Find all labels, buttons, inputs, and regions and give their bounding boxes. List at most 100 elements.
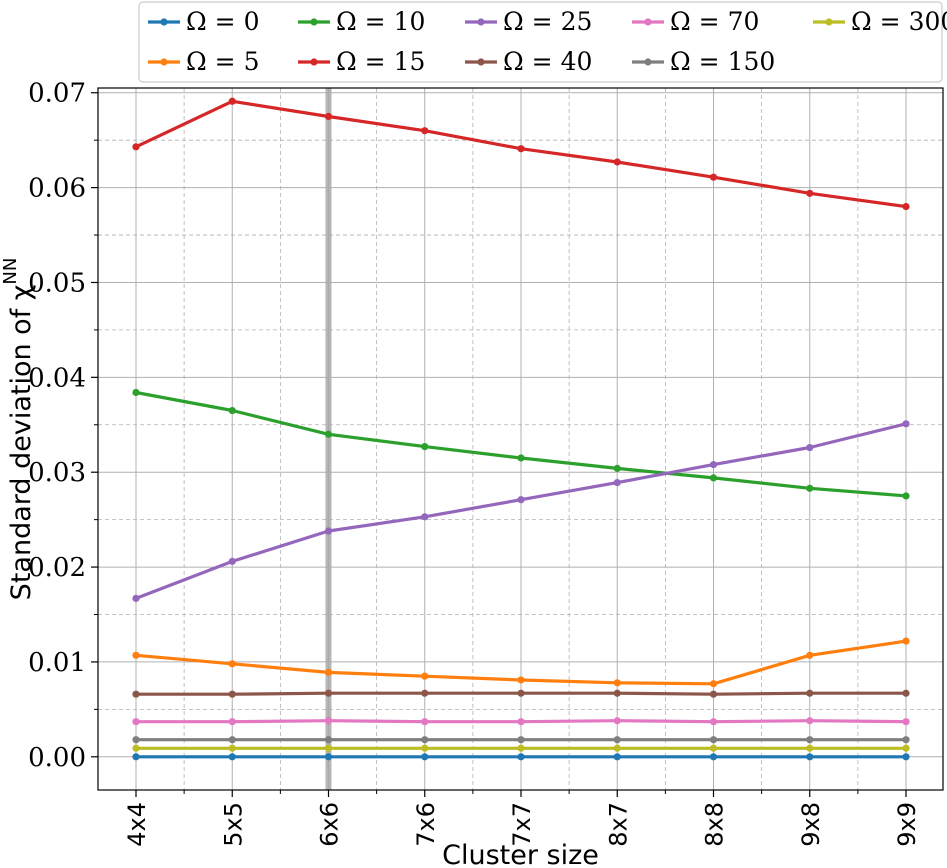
x-tick-label: 5x5 bbox=[219, 802, 247, 847]
data-point bbox=[324, 753, 333, 761]
legend-label: Ω = 25 bbox=[503, 7, 592, 36]
data-point bbox=[902, 492, 910, 500]
data-point bbox=[132, 388, 140, 397]
legend-frame bbox=[138, 1, 943, 83]
series-5 bbox=[132, 689, 910, 698]
x-tick-label: 8x7 bbox=[604, 802, 632, 847]
data-point bbox=[613, 464, 621, 473]
legend-label: Ω = 0 bbox=[186, 7, 259, 36]
legend-label: Ω = 70 bbox=[670, 7, 759, 36]
data-point bbox=[902, 689, 910, 697]
legend-marker bbox=[310, 58, 318, 66]
legend-item: Ω = 70 bbox=[632, 7, 759, 36]
data-point bbox=[613, 736, 621, 744]
data-point bbox=[709, 461, 718, 469]
data-point bbox=[228, 557, 236, 565]
data-point bbox=[421, 753, 429, 761]
y-tick-label: 0.07 bbox=[28, 79, 86, 109]
data-point bbox=[613, 744, 621, 752]
legend-marker bbox=[825, 18, 833, 26]
data-point bbox=[132, 753, 140, 761]
legend-label: Ω = 15 bbox=[336, 47, 425, 76]
data-point bbox=[806, 484, 814, 492]
data-point bbox=[517, 496, 525, 504]
data-point bbox=[324, 112, 333, 121]
y-axis-label: Standard deviation of χNN bbox=[0, 258, 37, 601]
x-tick-label: 9x9 bbox=[893, 802, 921, 847]
data-point bbox=[902, 202, 910, 211]
data-point bbox=[517, 718, 525, 726]
data-point bbox=[806, 689, 814, 697]
legend-marker bbox=[160, 58, 168, 66]
data-point bbox=[613, 479, 621, 487]
legend-item: Ω = 15 bbox=[298, 47, 425, 76]
legend-item: Ω = 25 bbox=[465, 7, 592, 36]
y-tick-label: 0.06 bbox=[28, 174, 86, 204]
legend-marker bbox=[477, 18, 485, 26]
legend-marker bbox=[644, 18, 652, 26]
data-point bbox=[421, 744, 429, 752]
y-tick-label: 0.02 bbox=[28, 553, 86, 583]
legend-marker bbox=[160, 18, 168, 26]
data-point bbox=[613, 158, 621, 166]
x-axis-label: Cluster size bbox=[442, 840, 599, 868]
y-tick-label: 0.01 bbox=[28, 648, 86, 678]
data-point bbox=[902, 744, 910, 752]
data-point bbox=[324, 668, 333, 676]
data-point bbox=[902, 637, 910, 645]
data-point bbox=[806, 443, 814, 452]
data-point bbox=[132, 690, 140, 698]
data-point bbox=[806, 189, 814, 197]
data-point bbox=[806, 651, 814, 659]
x-tick-label: 4x4 bbox=[123, 802, 151, 847]
data-point bbox=[228, 660, 236, 668]
legend-label: Ω = 150 bbox=[670, 47, 775, 76]
series-0 bbox=[132, 753, 910, 761]
legend-label: Ω = 10 bbox=[336, 7, 425, 36]
x-tick-label: 7x7 bbox=[508, 802, 536, 847]
data-point bbox=[902, 753, 910, 761]
legend-label: Ω = 40 bbox=[503, 47, 592, 76]
data-point bbox=[902, 736, 910, 744]
data-point bbox=[421, 672, 429, 680]
y-tick-label: 0.04 bbox=[28, 363, 86, 393]
x-tick-label: 6x6 bbox=[316, 802, 344, 847]
y-tick-label: 0.03 bbox=[28, 458, 86, 488]
data-point bbox=[613, 753, 621, 761]
legend: Ω = 0 Ω = 5 Ω = 10 Ω = 15 Ω = 25 Ω = 40 Ω = 70… bbox=[138, 1, 947, 83]
series-6 bbox=[132, 717, 910, 726]
legend-item: Ω = 5 bbox=[148, 47, 259, 76]
data-point bbox=[228, 736, 236, 744]
data-point bbox=[709, 744, 718, 752]
legend-marker bbox=[477, 58, 485, 66]
data-point bbox=[324, 717, 333, 725]
x-tick-label: 8x8 bbox=[701, 802, 729, 847]
data-point bbox=[132, 651, 140, 659]
data-point bbox=[132, 143, 140, 151]
data-point bbox=[324, 736, 333, 744]
data-point bbox=[132, 594, 140, 602]
data-point bbox=[421, 127, 429, 135]
data-point bbox=[517, 744, 525, 752]
data-point bbox=[421, 442, 429, 451]
data-point bbox=[324, 689, 333, 697]
x-tick-label: 7x6 bbox=[412, 802, 440, 847]
y-axis-ticks: 0.00 0.01 0.02 0.03 0.04 0.05 0.06 0.07 bbox=[28, 79, 98, 773]
series-7 bbox=[132, 736, 910, 744]
legend-item: Ω = 0 bbox=[148, 7, 259, 36]
data-point bbox=[324, 430, 333, 438]
series-2 bbox=[132, 388, 910, 500]
series-8 bbox=[132, 744, 910, 752]
data-point bbox=[421, 513, 429, 521]
data-point bbox=[228, 406, 236, 415]
data-point bbox=[902, 718, 910, 726]
data-point bbox=[709, 690, 718, 698]
y-axis-label-text: Standard deviation of χ bbox=[6, 285, 37, 601]
x-tick-label: 9x8 bbox=[797, 802, 825, 847]
data-point bbox=[421, 689, 429, 697]
data-point bbox=[902, 420, 910, 428]
data-point bbox=[709, 680, 718, 688]
data-point bbox=[709, 753, 718, 761]
